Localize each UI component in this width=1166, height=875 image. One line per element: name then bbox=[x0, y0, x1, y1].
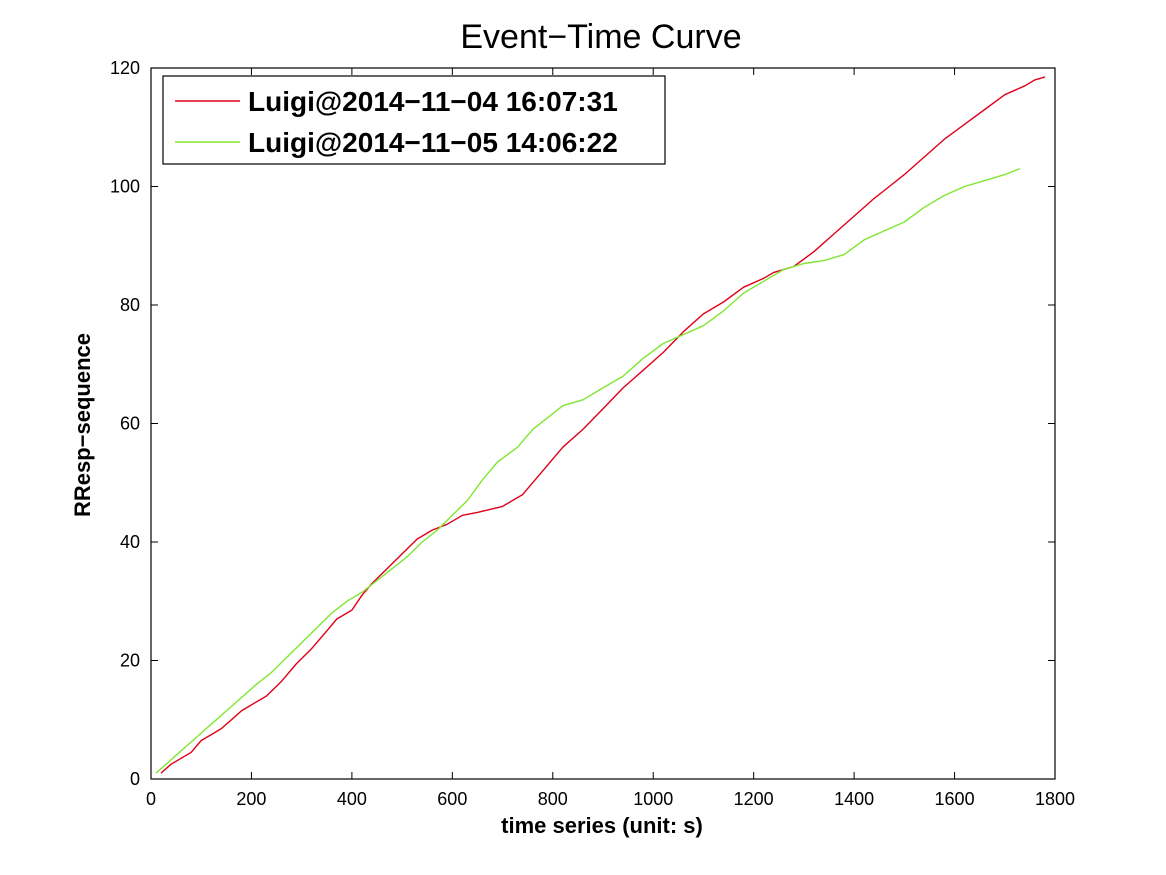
y-tick-label: 40 bbox=[120, 532, 140, 552]
series-line-2 bbox=[155, 168, 1021, 774]
x-tick-label: 1000 bbox=[633, 789, 673, 809]
y-tick-label: 120 bbox=[110, 58, 140, 78]
y-axis-label: RResp−sequence bbox=[70, 333, 95, 517]
chart-title: Event−Time Curve bbox=[460, 18, 741, 56]
y-tick-label: 80 bbox=[120, 295, 140, 315]
x-axis-label: time series (unit: s) bbox=[501, 813, 703, 838]
x-tick-label: 800 bbox=[538, 789, 568, 809]
legend: Luigi@2014−11−04 16:07:31 Luigi@2014−11−… bbox=[162, 75, 666, 165]
x-tick-label: 1600 bbox=[935, 789, 975, 809]
x-tick-label: 0 bbox=[146, 789, 156, 809]
x-tick-label: 1400 bbox=[834, 789, 874, 809]
y-tick-label: 100 bbox=[110, 177, 140, 197]
legend-label-series-2: Luigi@2014−11−05 14:06:22 bbox=[248, 127, 618, 158]
y-tick-label: 60 bbox=[120, 414, 140, 434]
plot-area bbox=[151, 68, 1055, 779]
y-tick-label: 20 bbox=[120, 651, 140, 671]
series-line-1 bbox=[160, 76, 1046, 774]
legend-box bbox=[162, 75, 666, 165]
axes: 0 200 400 600 800 1000 1200 1400 1600 1800 0 20 40 60… bbox=[110, 58, 1075, 809]
series-layer bbox=[155, 76, 1046, 774]
x-tick-label: 200 bbox=[236, 789, 266, 809]
x-tick-label: 1800 bbox=[1035, 789, 1075, 809]
x-tick-label: 400 bbox=[337, 789, 367, 809]
y-tick-label: 0 bbox=[130, 769, 140, 789]
x-tick-label: 1200 bbox=[734, 789, 774, 809]
legend-label-series-1: Luigi@2014−11−04 16:07:31 bbox=[248, 86, 618, 117]
x-tick-label: 600 bbox=[437, 789, 467, 809]
plot-background bbox=[151, 68, 1055, 779]
